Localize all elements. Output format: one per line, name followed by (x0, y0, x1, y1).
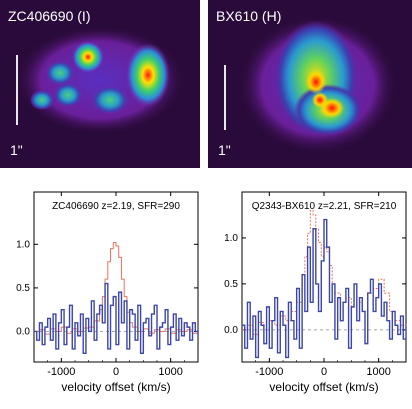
image-label: ZC406690 (I) (8, 8, 91, 24)
image-label: BX610 (H) (216, 8, 282, 24)
intensity-map-zc406690 (0, 0, 200, 168)
emission-clump (72, 41, 104, 73)
data-spectrum-line (242, 218, 407, 359)
spectrum-plot: 0.0 0.5 1.0 -1000 0 1000 Q2343-BX610 z=2.21, S… (224, 191, 407, 394)
emission-clump (46, 61, 74, 85)
x-tick-label: 1000 (158, 366, 182, 378)
chart-title: ZC406690 z=2.19, SFR=290 (52, 201, 180, 212)
scale-bar (16, 55, 18, 125)
emission-clump (306, 70, 326, 94)
data-spectrum-line (34, 282, 199, 354)
x-tick-label: 1000 (366, 366, 390, 378)
scale-label: 1" (10, 142, 23, 158)
y-tick-label: 1.0 (224, 233, 238, 244)
emission-clump (312, 92, 328, 108)
emission-clump (126, 43, 170, 107)
y-tick-label: 1.0 (16, 239, 30, 250)
chart-title: Q2343-BX610 z=2.21, SFR=210 (252, 201, 397, 212)
image-panel-zc406690: ZC406690 (I) 1" (0, 0, 200, 168)
x-tick-label: 0 (321, 366, 327, 378)
x-tick-label: -1000 (47, 366, 75, 378)
emission-clump (54, 83, 82, 107)
y-tick-label: 0.0 (16, 326, 30, 337)
intensity-map-bx610 (208, 0, 412, 168)
y-tick-label: 0.5 (16, 283, 30, 294)
x-tick-label: -1000 (255, 366, 283, 378)
y-tick-label: 0.0 (224, 325, 238, 336)
x-tick-label: 0 (113, 366, 119, 378)
emission-clump (92, 86, 128, 114)
x-axis-label: velocity offset (km/s) (61, 380, 170, 394)
spectrum-plot: 0.0 0.5 1.0 -1000 0 1000 ZC406690 z=2.19, SFR=… (16, 191, 199, 394)
spectrum-chart-right: 0.0 0.5 1.0 -1000 0 1000 Q2343-BX610 z=2.21, S… (208, 184, 412, 404)
spectrum-chart-left: 0.0 0.5 1.0 -1000 0 1000 ZC406690 z=2.19, SFR=… (0, 184, 204, 404)
y-tick-label: 0.5 (224, 279, 238, 290)
scale-label: 1" (218, 142, 231, 158)
image-panel-bx610: BX610 (H) 1" (208, 0, 412, 168)
scale-bar (224, 65, 226, 130)
x-axis-label: velocity offset (km/s) (269, 380, 378, 394)
emission-clump (30, 90, 54, 110)
